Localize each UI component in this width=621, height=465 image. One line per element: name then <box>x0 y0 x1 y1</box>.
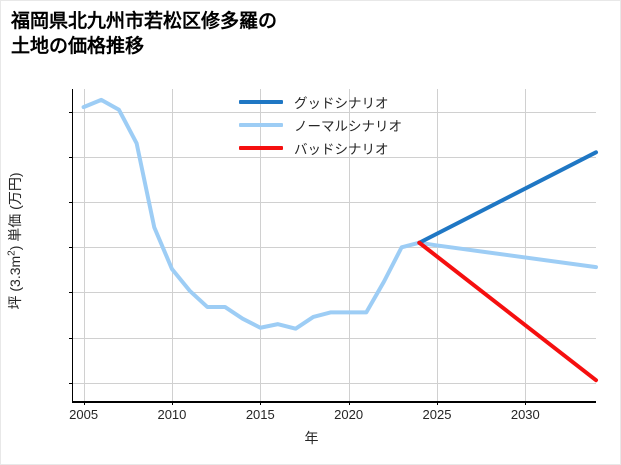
legend-item-bad[interactable]: バッドシナリオ <box>239 136 449 159</box>
x-tick-label: 2010 <box>157 407 187 422</box>
gridline-horizontal <box>73 337 596 339</box>
gridline-vertical <box>525 89 527 401</box>
gridline-vertical <box>348 89 350 401</box>
line-normal-scenario <box>81 97 598 331</box>
y-tick-mark <box>69 382 73 384</box>
y-tick-mark <box>69 202 73 204</box>
gridline-vertical <box>260 89 262 401</box>
gridline-horizontal <box>73 382 596 384</box>
y-tick-mark <box>69 156 73 158</box>
legend-label-good: グッドシナリオ <box>294 95 389 111</box>
y-tick-mark <box>69 337 73 339</box>
gridline-vertical <box>171 89 173 401</box>
legend-swatch-bad <box>239 145 283 150</box>
gridline-horizontal <box>73 156 596 158</box>
gridline-horizontal <box>73 111 596 113</box>
legend-swatch-normal <box>239 122 283 127</box>
y-tick-mark <box>69 111 73 113</box>
x-axis-spine <box>72 401 596 403</box>
chart-legend: グッドシナリオ ノーマルシナリオ バッドシナリオ <box>239 90 449 159</box>
gridline-horizontal <box>73 202 596 204</box>
x-tick-label: 2005 <box>69 407 99 422</box>
x-tick-label: 2030 <box>510 407 540 422</box>
x-tick-mark <box>525 401 527 405</box>
x-tick-label: 2020 <box>334 407 364 422</box>
plot-area <box>73 89 598 401</box>
y-tick-mark <box>69 292 73 294</box>
x-tick-label: 2015 <box>245 407 275 422</box>
y-axis-label-superscript: 2 <box>6 250 18 256</box>
legend-label-bad: バッドシナリオ <box>294 141 389 157</box>
y-axis-label-prefix: 坪 (3.3m <box>7 255 23 310</box>
legend-item-good[interactable]: グッドシナリオ <box>239 90 449 113</box>
x-axis-label: 年 <box>304 430 319 446</box>
y-axis-label: 坪 (3.3m2) 単価 (万円) <box>5 81 25 401</box>
gridline-horizontal <box>73 292 596 294</box>
y-axis-label-suffix: ) 単価 (万円) <box>7 172 23 251</box>
legend-label-normal: ノーマルシナリオ <box>294 118 402 134</box>
line-bad-scenario <box>417 240 598 383</box>
x-tick-label: 2025 <box>422 407 452 422</box>
x-tick-mark <box>171 401 173 405</box>
legend-item-normal[interactable]: ノーマルシナリオ <box>239 113 449 136</box>
x-tick-mark <box>436 401 438 405</box>
series-lines <box>81 97 598 383</box>
line-good-scenario <box>417 150 598 245</box>
x-tick-mark <box>83 401 85 405</box>
page-title: 福岡県北九州市若松区修多羅の 土地の価格推移 <box>11 11 278 58</box>
x-tick-mark <box>260 401 262 405</box>
y-tick-mark <box>69 247 73 249</box>
gridline-horizontal <box>73 247 596 249</box>
gridline-vertical <box>83 89 85 401</box>
legend-swatch-good <box>239 99 283 104</box>
x-tick-mark <box>348 401 350 405</box>
